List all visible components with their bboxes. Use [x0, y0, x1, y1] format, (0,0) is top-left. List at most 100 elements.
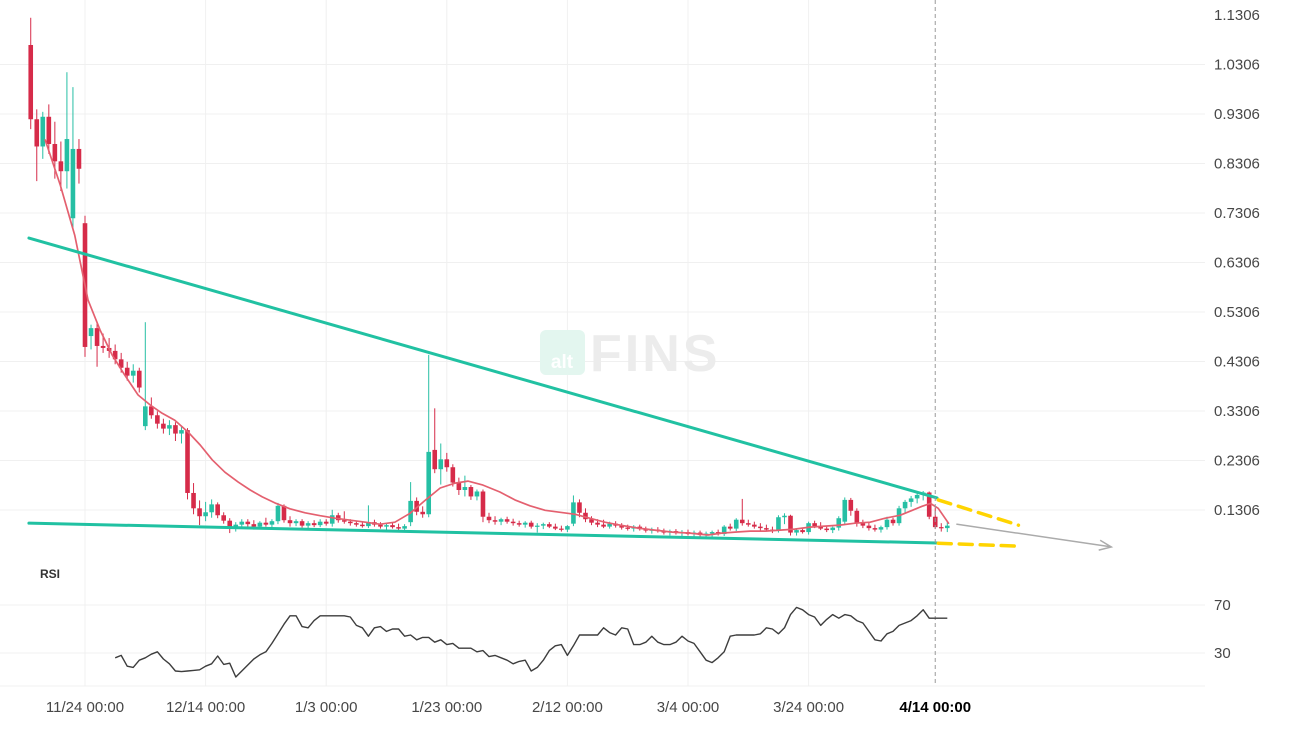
candle-body [34, 119, 40, 147]
candle-body [191, 492, 196, 509]
candle-body [197, 508, 202, 517]
lower-trendline[interactable] [27, 521, 939, 545]
candle [305, 521, 311, 529]
candle-body [444, 459, 450, 468]
candle [836, 516, 842, 531]
candle-body [746, 523, 751, 525]
time-axis-label: 2/12 00:00 [532, 699, 603, 716]
candle [739, 498, 745, 526]
candle-body [275, 505, 281, 522]
candle [94, 322, 100, 367]
candle-body [221, 515, 226, 521]
candle [64, 72, 70, 189]
candle [414, 497, 419, 516]
candle [752, 521, 757, 529]
candle-body [595, 522, 600, 525]
upper-projection[interactable] [936, 498, 1021, 527]
candle-body [486, 516, 492, 521]
candle [281, 504, 287, 523]
price-axis-label: 0.7306 [1214, 205, 1260, 222]
candle [890, 517, 896, 526]
candle [185, 428, 190, 500]
candle [492, 516, 498, 525]
price-axis-label: 0.5306 [1214, 304, 1260, 321]
time-axis-label: 4/14 00:00 [899, 699, 971, 716]
candle-body [323, 521, 329, 524]
candle-body [227, 520, 233, 529]
price-axis-label: 0.1306 [1214, 502, 1260, 519]
candle [46, 104, 52, 154]
candle-body [474, 491, 480, 497]
candle [878, 525, 884, 533]
candle-body [366, 522, 371, 527]
candle-body [812, 523, 817, 527]
candle [179, 426, 184, 444]
candle [408, 482, 413, 527]
candle [287, 516, 293, 527]
candle-body [396, 527, 401, 529]
candle-body [426, 451, 432, 515]
candle [534, 523, 540, 533]
candle-body [239, 521, 245, 525]
candle-body [860, 523, 866, 526]
candle-body [257, 522, 263, 527]
candle [167, 420, 172, 436]
price-axis-label: 0.9306 [1214, 106, 1260, 123]
candle [384, 523, 389, 531]
candle-body [866, 525, 872, 529]
candle [788, 514, 793, 536]
candle-body [203, 512, 208, 517]
time-axis-label: 3/24 00:00 [773, 699, 844, 716]
candle-body [462, 487, 468, 491]
candle-body [450, 467, 456, 483]
candle-body [185, 430, 190, 493]
price-axis[interactable]: 1.1306 1.0306 0.9306 0.8306 0.7306 0.6306 0.53… [1214, 7, 1260, 519]
grid-layer [0, 0, 1205, 687]
candle-body [848, 499, 854, 511]
candle-body [547, 524, 552, 527]
candle-body [534, 525, 540, 527]
candle [559, 525, 564, 532]
candle [709, 530, 715, 537]
projection-arrow[interactable] [956, 523, 1114, 551]
candle [510, 518, 516, 526]
candle [88, 324, 94, 350]
candle-body [589, 519, 594, 523]
candle [245, 519, 251, 527]
candle [571, 495, 576, 527]
upper-trendline[interactable] [27, 236, 939, 500]
candle-body [758, 526, 763, 529]
candle-body [390, 525, 395, 528]
candle-body [263, 522, 269, 525]
candle-body [155, 415, 160, 424]
candle [468, 485, 474, 500]
candle-body [577, 502, 582, 513]
candle-body [752, 524, 757, 527]
candle [341, 511, 347, 524]
candle-body [64, 139, 70, 172]
price-axis-label: 1.1306 [1214, 7, 1260, 24]
time-axis[interactable]: 11/24 00:00 12/14 00:00 1/3 00:00 1/23 00:0… [46, 699, 971, 716]
lower-projection[interactable] [936, 541, 1021, 548]
altfins-watermark: alt FINS [540, 325, 717, 383]
candle-body [311, 523, 317, 526]
candle [884, 516, 890, 530]
candle-body [143, 406, 148, 427]
candle-body [764, 528, 769, 530]
candle [34, 109, 40, 182]
candle-body [354, 523, 359, 525]
candle [565, 525, 570, 533]
candle [378, 522, 383, 529]
candle-body [601, 524, 606, 527]
moving-average-path [44, 139, 950, 536]
time-axis-label: 3/4 00:00 [657, 699, 720, 716]
candle-body [727, 526, 733, 529]
candle-body [173, 425, 178, 434]
watermark-alt-text: alt [551, 352, 574, 373]
projection-arrow-shaft [956, 523, 1112, 548]
candle-body [40, 116, 46, 147]
candle-body [721, 526, 727, 535]
rsi-axis[interactable]: 70 30 [1214, 597, 1231, 662]
candle-body [299, 521, 305, 526]
